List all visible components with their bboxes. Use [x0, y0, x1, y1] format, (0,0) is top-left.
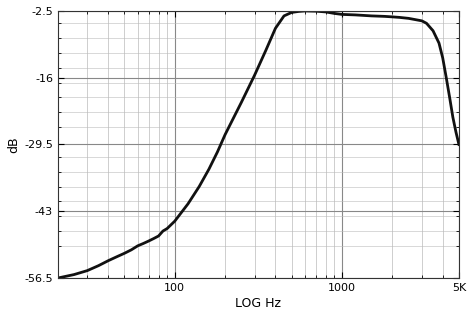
- Y-axis label: dB: dB: [7, 136, 20, 153]
- X-axis label: LOG Hz: LOG Hz: [236, 297, 281, 310]
